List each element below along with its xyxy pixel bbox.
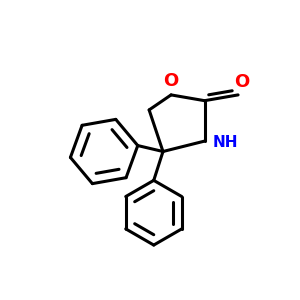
Text: O: O: [164, 72, 179, 90]
Text: O: O: [234, 74, 249, 92]
Text: NH: NH: [213, 135, 238, 150]
